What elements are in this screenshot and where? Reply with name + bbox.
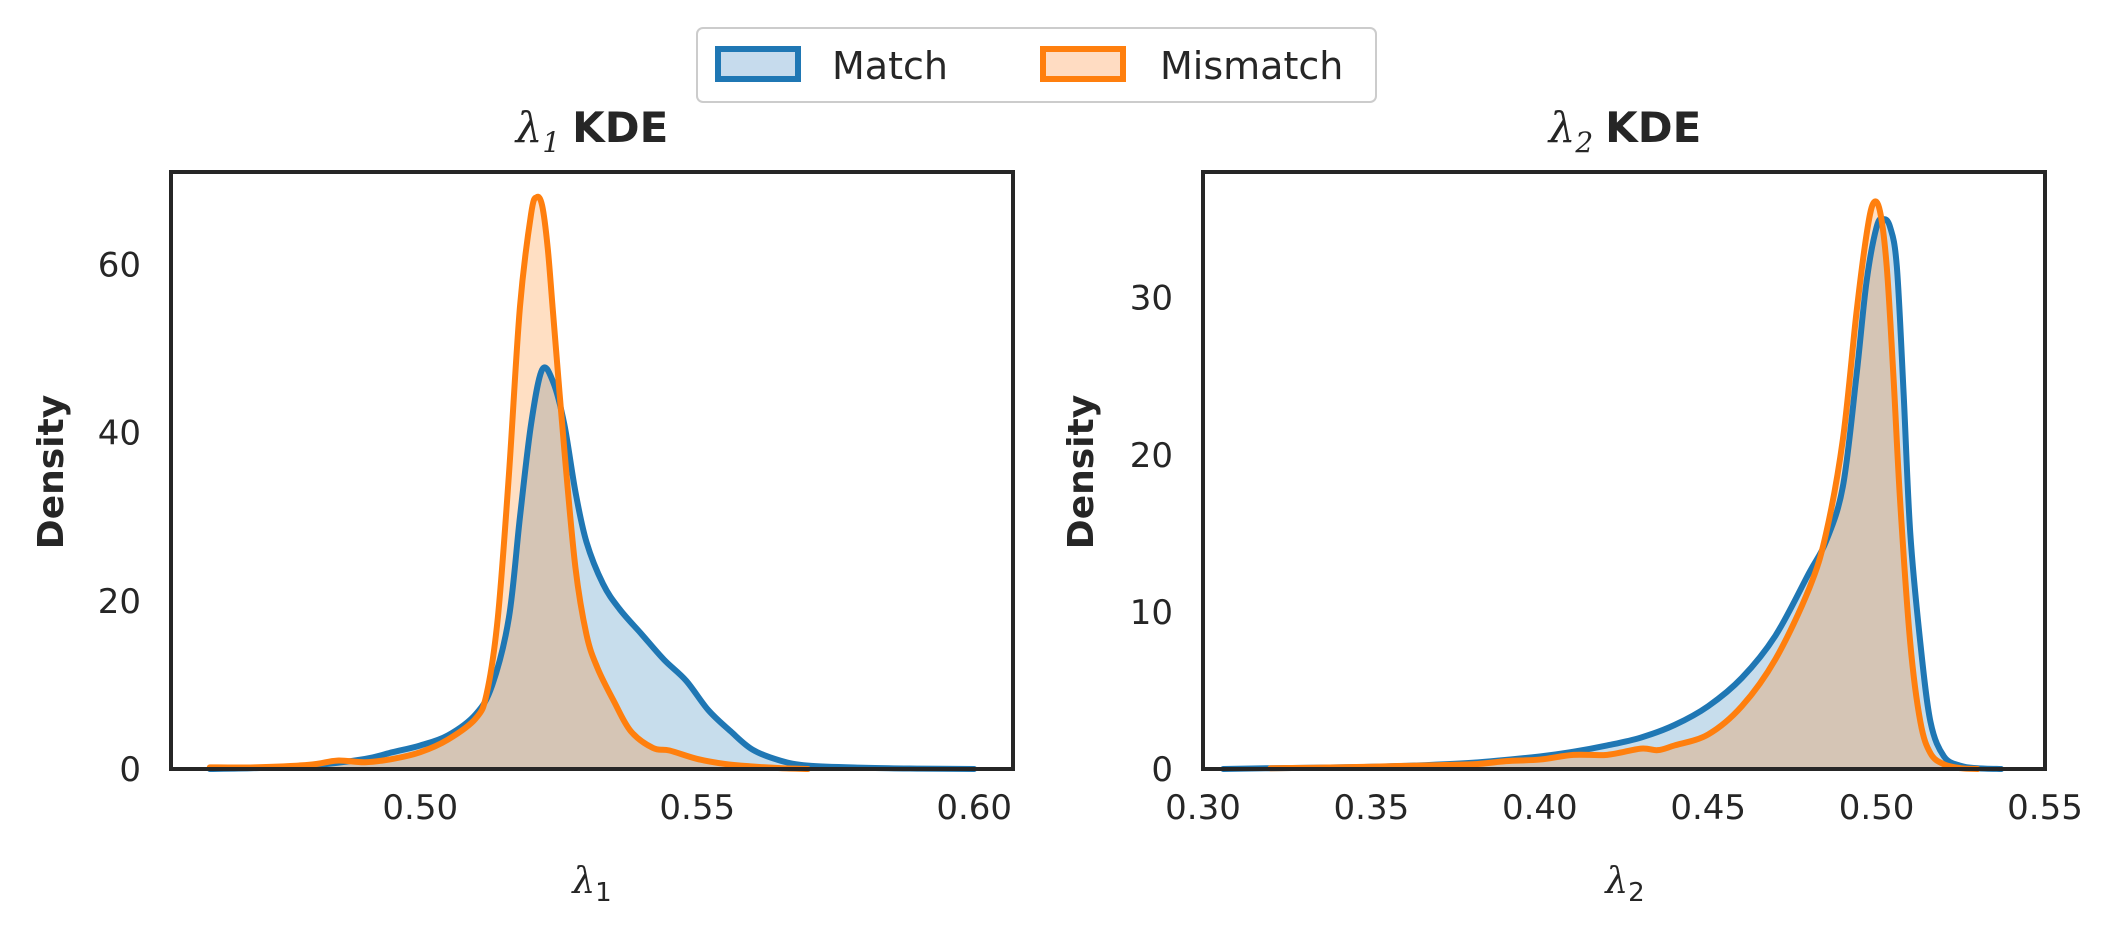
lambda1-ylabel: Density (31, 395, 72, 549)
lambda2-xtick-label: 0.50 (1839, 788, 1915, 828)
lambda2-xtick-label: 0.35 (1334, 788, 1410, 828)
lambda1-ytick-label: 40 (98, 414, 141, 454)
lambda2-mismatch-line (1267, 198, 1981, 772)
lambda2-axes-frame (1201, 170, 2047, 771)
legend-label-match: Match (832, 44, 948, 88)
lambda2-ytick-label: 10 (1130, 593, 1173, 633)
lambda2-ytick-label: 20 (1130, 436, 1173, 476)
lambda2-xtick-label: 0.40 (1502, 788, 1578, 828)
lambda2-ytick-label: 30 (1130, 279, 1173, 319)
lambda2-xtick-label: 0.45 (1670, 788, 1746, 828)
lambda2-title: λ2 KDE (1547, 103, 1702, 159)
lambda1-xtick-label: 0.55 (659, 788, 735, 828)
lambda1-match-line (206, 364, 978, 772)
lambda1-axes-frame (169, 170, 1015, 771)
lambda1-ytick-label: 20 (98, 582, 141, 622)
lambda2-kde-panel: λ2 KDE Density λ2 0.30 0.35 0.40 0.45 0.50 0.5… (1061, 103, 2083, 908)
lambda1-xlabel: λ1 (570, 861, 611, 908)
lambda1-kde-panel: λ1 KDE Density λ1 0.50 0.55 0.60 0 20 40 60 (31, 103, 1015, 908)
lambda1-title: λ1 KDE (514, 103, 669, 159)
lambda2-xlabel: λ2 (1603, 861, 1644, 908)
lambda1-xtick-label: 0.50 (382, 788, 458, 828)
lambda2-xtick-label: 0.55 (2007, 788, 2083, 828)
lambda1-ytick-label: 60 (98, 245, 141, 285)
lambda1-xtick-label: 0.60 (936, 788, 1012, 828)
lambda2-match-area (1223, 218, 2002, 770)
lambda2-ylabel: Density (1061, 395, 1102, 549)
lambda1-mismatch-line (206, 193, 812, 772)
legend-swatch-mismatch (1040, 46, 1126, 82)
legend: Match Mismatch (696, 27, 1377, 103)
legend-frame (696, 27, 1377, 103)
lambda1-match-area (209, 367, 975, 769)
legend-swatch-match (715, 46, 801, 82)
lambda2-ytick-label: 0 (1151, 750, 1173, 790)
lambda1-ytick-label: 0 (119, 750, 141, 790)
lambda2-xtick-label: 0.30 (1165, 788, 1241, 828)
lambda2-mismatch-area (1270, 201, 1978, 770)
legend-label-mismatch: Mismatch (1160, 44, 1343, 88)
